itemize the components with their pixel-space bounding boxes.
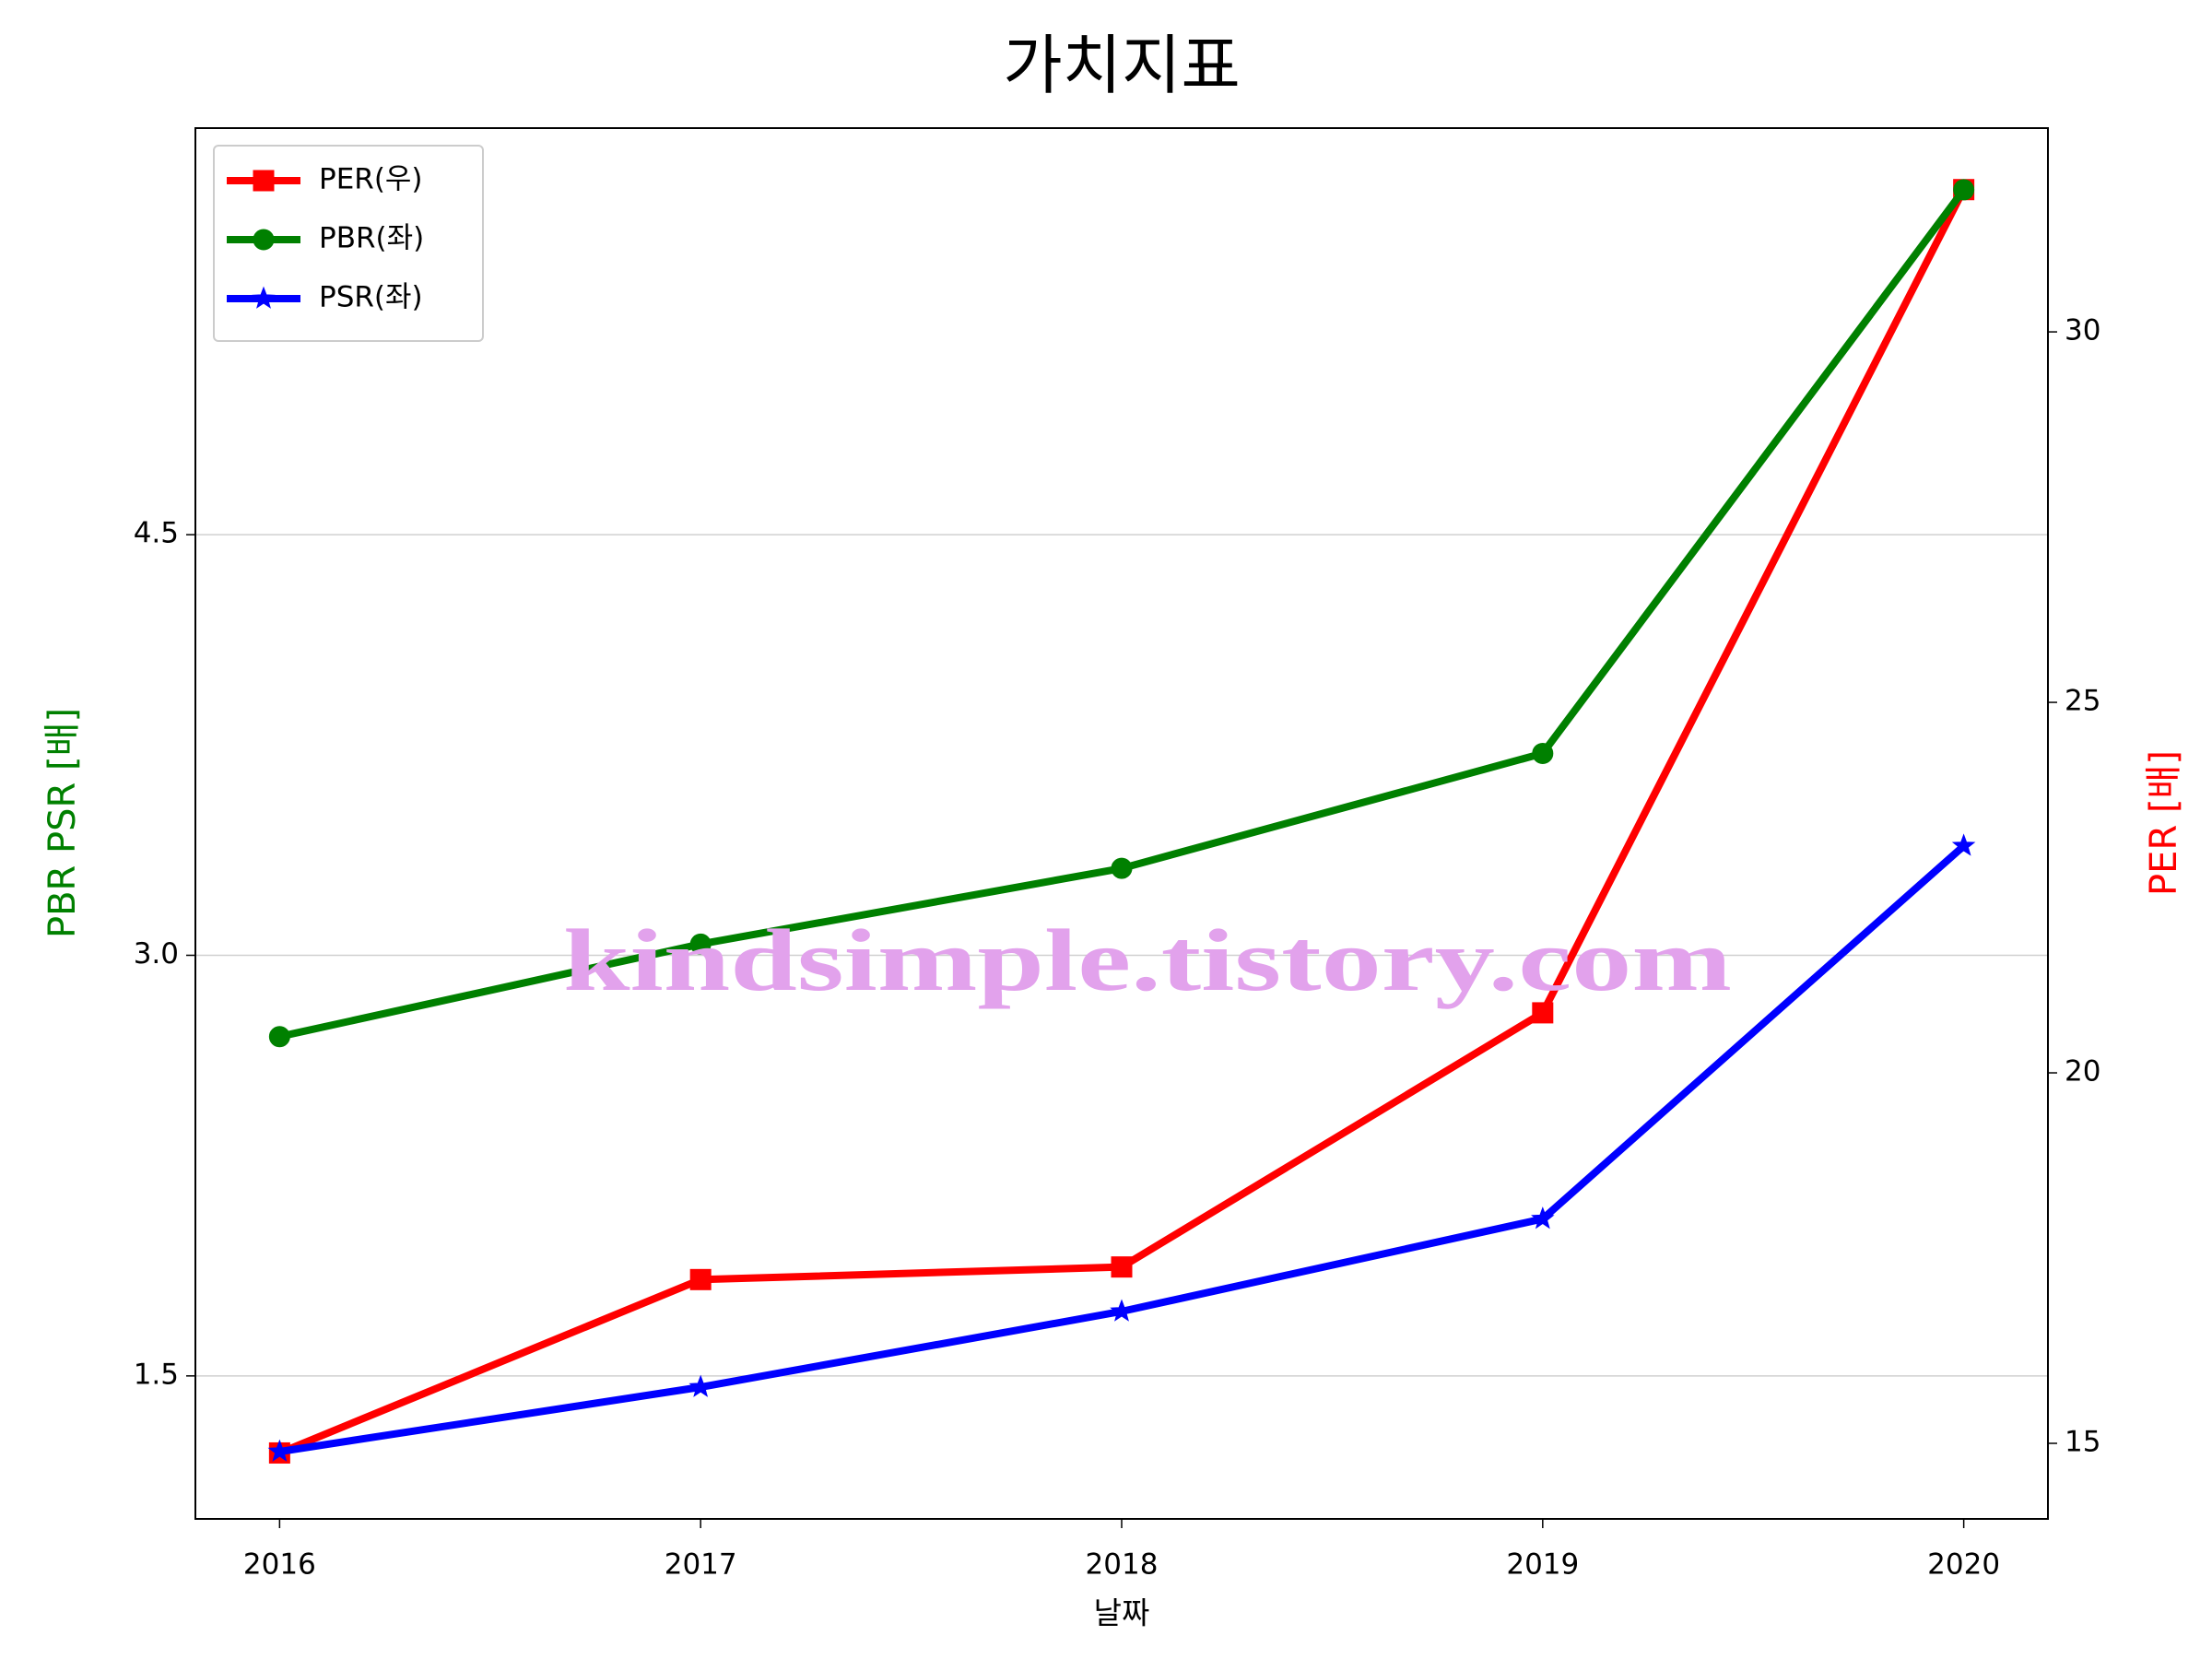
series-line xyxy=(278,187,1967,1041)
y2-tick-label: 20 xyxy=(2065,1055,2100,1088)
legend-label: PER(우) xyxy=(319,163,423,196)
y2-axis-label: PER [배] xyxy=(2143,750,2185,896)
marker xyxy=(267,1439,292,1462)
marker xyxy=(1531,1206,1555,1230)
marker xyxy=(1110,1299,1134,1322)
marker xyxy=(1951,833,1976,856)
marker xyxy=(1532,1002,1554,1024)
x-tick-label: 2016 xyxy=(243,1548,316,1582)
legend: PER(우) PBR(좌) PSR(좌) xyxy=(213,145,484,342)
x-tick-label: 2020 xyxy=(1927,1548,2000,1582)
legend-label: PBR(좌) xyxy=(319,222,424,255)
x-tick-label: 2017 xyxy=(665,1548,737,1582)
marker xyxy=(689,933,712,955)
x-tick-label: 2019 xyxy=(1506,1548,1579,1582)
marker xyxy=(1953,179,1975,201)
y2-tick-label: 15 xyxy=(2065,1425,2100,1458)
marker xyxy=(1111,857,1133,879)
marker xyxy=(253,170,275,192)
chart-title: 가치지표 xyxy=(1003,28,1241,103)
x-tick-label: 2018 xyxy=(1086,1548,1159,1582)
marker xyxy=(1111,1256,1133,1278)
y-axis-label: PBR PSR [배] xyxy=(41,708,84,938)
marker xyxy=(1532,742,1554,764)
marker xyxy=(253,229,275,251)
plot-frame xyxy=(194,127,2049,1520)
y2-tick-label: 25 xyxy=(2065,685,2100,718)
marker xyxy=(268,1026,290,1048)
x-axis-label: 날짜 xyxy=(1094,1595,1150,1631)
marker xyxy=(252,286,276,309)
legend-label: PSR(좌) xyxy=(319,281,423,314)
marker xyxy=(689,1268,712,1290)
watermark: kindsimple.tistory.com xyxy=(563,911,1732,1009)
y-tick-label: 4.5 xyxy=(134,517,179,550)
marker xyxy=(688,1374,712,1397)
y2-tick-label: 30 xyxy=(2065,314,2100,347)
y-tick-label: 3.0 xyxy=(134,937,179,971)
legend-box xyxy=(213,145,484,342)
y-tick-label: 1.5 xyxy=(134,1358,179,1391)
